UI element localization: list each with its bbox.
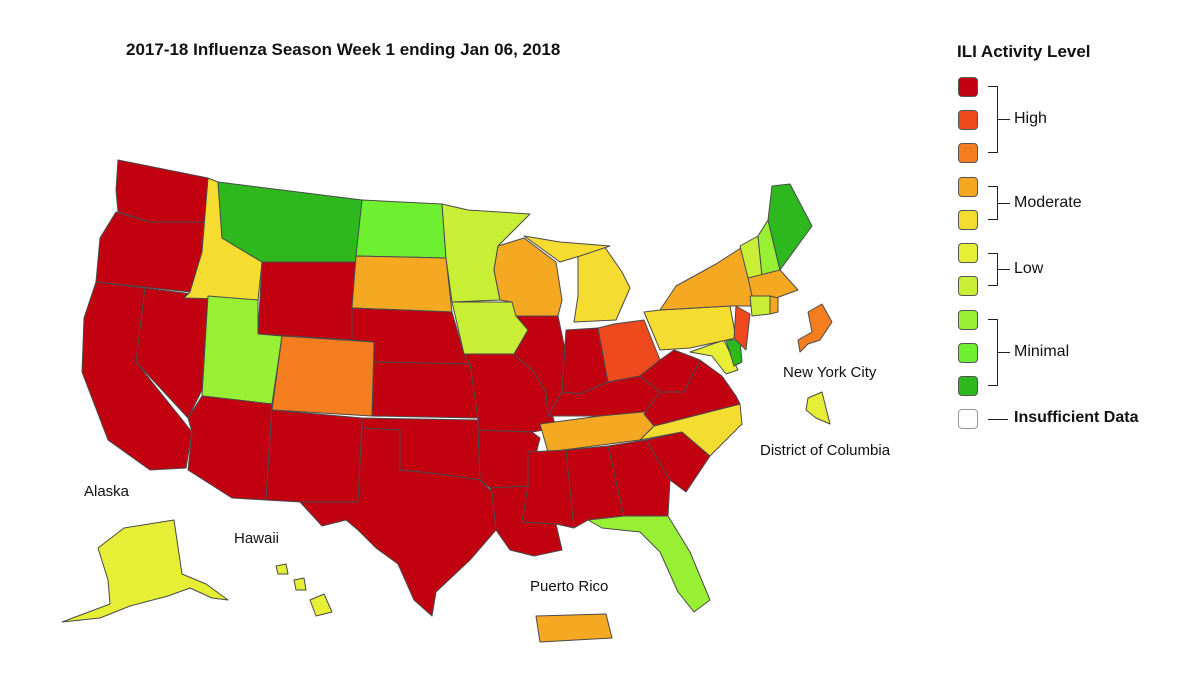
legend-swatch-level-4 — [958, 276, 978, 296]
legend-bracket-high — [988, 86, 998, 153]
state-TX — [299, 427, 497, 617]
puerto-rico-label: Puerto Rico — [530, 578, 609, 595]
new-york-city-label: New York City — [783, 364, 877, 381]
state-MI — [573, 245, 631, 323]
legend-bracket-minimal — [988, 319, 998, 386]
legend-bracket-tick — [998, 352, 1010, 353]
legend-label-moderate: Moderate — [1014, 194, 1082, 211]
legend-swatch-level-2 — [958, 343, 978, 363]
state-MI-up — [523, 235, 611, 263]
state-KS — [371, 361, 479, 419]
legend-swatch-insufficient — [958, 409, 978, 429]
legend-bracket-low — [988, 253, 998, 286]
legend-label-insufficient: Insufficient Data — [1014, 409, 1139, 426]
legend-swatch-level-10 — [958, 77, 978, 97]
state-ME — [767, 183, 813, 271]
map-title: 2017-18 Influenza Season Week 1 ending J… — [126, 40, 561, 59]
legend-bracket-tick — [998, 203, 1010, 204]
alaska-label: Alaska — [84, 483, 130, 500]
state-HI-c — [275, 563, 289, 575]
state-WV — [639, 349, 701, 393]
state-NY — [659, 245, 757, 311]
state-HI — [309, 593, 333, 617]
legend-bracket-moderate — [988, 186, 998, 220]
state-WA — [115, 159, 209, 223]
legend-swatch-level-9 — [958, 110, 978, 130]
legend-swatch-level-3 — [958, 310, 978, 330]
legend-label-low: Low — [1014, 260, 1044, 277]
state-CT — [749, 295, 771, 317]
state-WY — [257, 261, 357, 341]
legend-swatch-level-1 — [958, 376, 978, 396]
state-OR — [95, 211, 209, 293]
legend-insufficient-line — [988, 419, 1008, 420]
state-NM — [265, 409, 363, 503]
state-ND — [355, 199, 447, 259]
legend-swatch-level-5 — [958, 243, 978, 263]
state-RI — [769, 295, 779, 315]
legend-label-minimal: Minimal — [1014, 343, 1070, 360]
state-MS — [521, 449, 575, 529]
hawaii-label: Hawaii — [234, 530, 280, 547]
legend-swatch-level-7 — [958, 177, 978, 197]
nyc-inset — [797, 303, 833, 353]
legend-label-high: High — [1014, 110, 1047, 127]
state-NJ — [733, 305, 751, 351]
dc-label: District of Columbia — [760, 442, 891, 459]
state-AK — [61, 519, 229, 623]
state-GA — [607, 439, 671, 517]
state-HI-b — [293, 577, 307, 591]
state-PR — [535, 613, 613, 643]
legend-bracket-tick — [998, 269, 1010, 270]
legend-title: ILI Activity Level — [957, 42, 1091, 61]
state-SD — [351, 255, 453, 313]
dc-inset — [805, 391, 831, 425]
legend-swatch-level-6 — [958, 210, 978, 230]
state-CO — [271, 335, 375, 417]
legend-swatch-level-8 — [958, 143, 978, 163]
state-FL — [587, 515, 711, 613]
state-IL — [513, 315, 567, 417]
state-MA — [747, 269, 799, 299]
legend-bracket-tick — [998, 119, 1010, 120]
state-AZ — [187, 395, 273, 501]
